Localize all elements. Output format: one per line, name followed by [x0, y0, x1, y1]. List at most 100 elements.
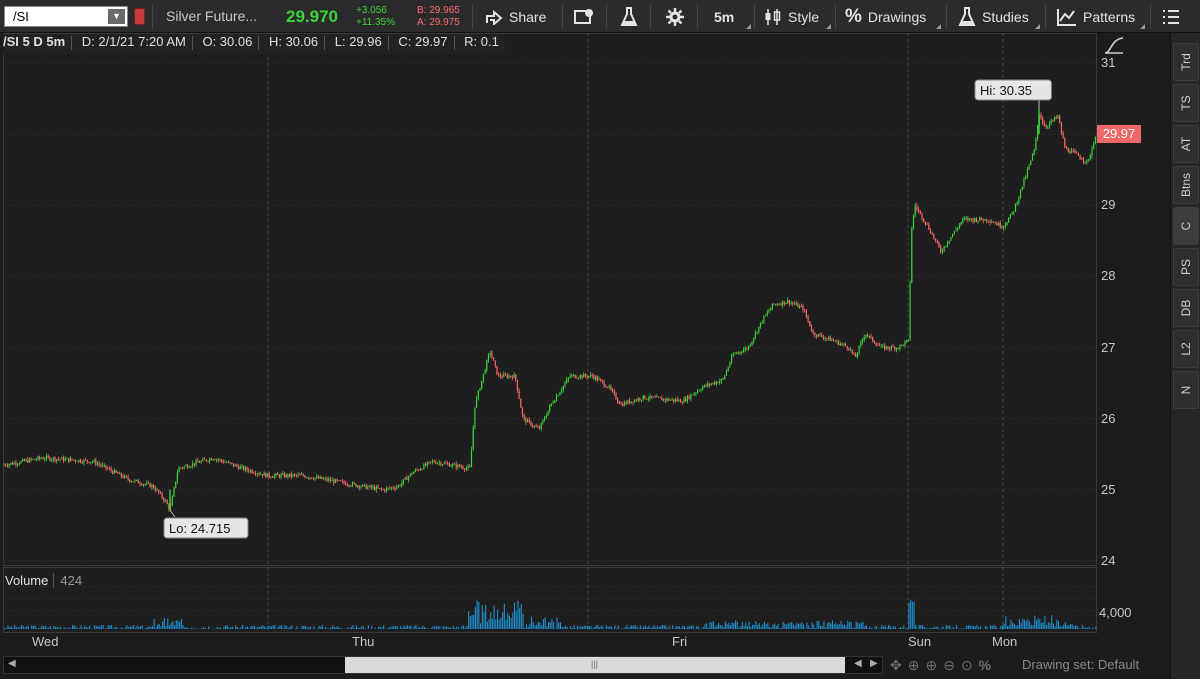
candle — [697, 388, 699, 394]
volume-bar — [871, 628, 873, 629]
candle — [137, 478, 139, 484]
volume-bar — [940, 627, 942, 629]
volume-bar — [1069, 624, 1071, 629]
date-tick-mon: Mon — [992, 634, 1018, 649]
candle — [724, 375, 726, 380]
drawings-button[interactable]: % Drawings — [845, 6, 926, 28]
studies-lab-button[interactable] — [620, 6, 638, 28]
candle — [275, 472, 277, 478]
volume-bar — [918, 625, 920, 629]
candle — [612, 388, 614, 393]
candle — [763, 315, 765, 324]
candle — [867, 332, 869, 338]
volume-bar — [775, 625, 777, 629]
tab-btns[interactable]: Btns — [1173, 166, 1199, 204]
scroll-next-icon[interactable]: ▶ — [870, 658, 878, 669]
volume-bar — [219, 627, 221, 629]
tab-n[interactable]: N — [1173, 371, 1199, 409]
symbol-input[interactable]: /SI ▼ — [4, 6, 128, 27]
candle — [255, 470, 257, 476]
volume-bar — [745, 622, 747, 629]
price-chart[interactable]: Lo: 24.715 Hi: 30.35 — [3, 33, 1097, 566]
share-button[interactable]: Share — [485, 6, 546, 28]
volume-bar — [469, 615, 471, 629]
tab-ps[interactable]: PS — [1173, 248, 1199, 286]
tab-c[interactable]: C — [1173, 207, 1199, 245]
axis-scale-icon[interactable] — [1103, 35, 1125, 55]
candle — [702, 385, 704, 391]
volume-bar — [63, 627, 65, 629]
candle — [251, 468, 253, 474]
percent-icon[interactable]: % — [978, 657, 992, 673]
volume-panel[interactable] — [3, 567, 1097, 633]
volume-bar — [1039, 619, 1041, 629]
volume-bar — [328, 628, 330, 629]
menu-button[interactable] — [1162, 6, 1180, 28]
volume-bar — [395, 626, 397, 629]
right-side-tabs: Trd TS AT Btns C PS DB L2 N — [1170, 33, 1200, 679]
price-chart-panel[interactable] — [3, 33, 1097, 566]
studies-button[interactable]: Studies — [958, 6, 1029, 28]
volume-bar — [995, 625, 997, 629]
tab-l2[interactable]: L2 — [1173, 330, 1199, 368]
volume-bar — [808, 625, 810, 629]
tab-at[interactable]: AT — [1173, 125, 1199, 163]
candle — [941, 248, 943, 255]
candle — [477, 390, 479, 401]
volume-bar — [191, 627, 193, 629]
candle — [277, 471, 279, 475]
candle — [1091, 145, 1093, 159]
tab-ts[interactable]: TS — [1173, 84, 1199, 122]
volume-bar — [945, 625, 947, 629]
price-axis[interactable]: 3130292827262524 — [1097, 33, 1168, 633]
volume-bar — [167, 618, 169, 629]
candle — [331, 477, 333, 481]
candle — [535, 423, 537, 428]
candle — [212, 458, 214, 462]
symbol-dropdown-icon[interactable]: ▼ — [108, 9, 125, 24]
volume-bar — [361, 626, 363, 629]
style-button[interactable]: Style — [764, 6, 819, 28]
volume-bar — [274, 625, 276, 629]
pan-icon[interactable]: ✥ — [890, 656, 902, 673]
candle — [229, 461, 231, 465]
volume-bar — [505, 619, 507, 629]
crosshair-icon[interactable]: ⊕ — [907, 656, 920, 673]
volume-bar — [388, 627, 390, 629]
settings-button[interactable] — [666, 6, 684, 28]
candle — [120, 472, 122, 479]
volume-bar — [967, 625, 969, 629]
volume-bar — [910, 599, 912, 629]
patterns-button[interactable]: Patterns — [1057, 6, 1135, 28]
volume-bar — [762, 624, 764, 629]
candle — [756, 331, 758, 335]
tab-trd[interactable]: Trd — [1173, 43, 1199, 81]
zoom-fit-icon[interactable]: ⊙ — [960, 656, 973, 673]
scroll-left-icon[interactable]: ◀ — [8, 658, 16, 669]
candle — [1081, 157, 1083, 160]
link-color-icon[interactable] — [134, 8, 145, 25]
candle — [537, 424, 539, 428]
drawing-set-selector[interactable]: Drawing set: Default — [1022, 657, 1140, 672]
volume-bar — [636, 626, 638, 629]
candle — [146, 480, 148, 486]
scroll-prev-icon[interactable]: ◀ — [854, 658, 862, 669]
chart-settings-button[interactable] — [574, 6, 594, 28]
volume-bar — [731, 622, 733, 629]
candle — [870, 333, 872, 340]
candle — [530, 420, 532, 428]
candle — [960, 221, 962, 227]
zoom-in-icon[interactable]: ⊕ — [925, 656, 938, 673]
candle — [1093, 141, 1095, 150]
volume-bar — [797, 623, 799, 629]
scrollbar-thumb[interactable]: ||| — [345, 657, 845, 673]
timeframe-button[interactable]: 5m — [714, 6, 734, 28]
candle — [929, 227, 932, 234]
volume-bar — [609, 626, 611, 629]
candle — [375, 485, 377, 493]
candle — [858, 345, 860, 356]
zoom-out-icon[interactable]: ⊖ — [943, 656, 955, 673]
toolbar-divider — [650, 4, 651, 29]
tab-db[interactable]: DB — [1173, 289, 1199, 327]
candle — [205, 459, 207, 462]
